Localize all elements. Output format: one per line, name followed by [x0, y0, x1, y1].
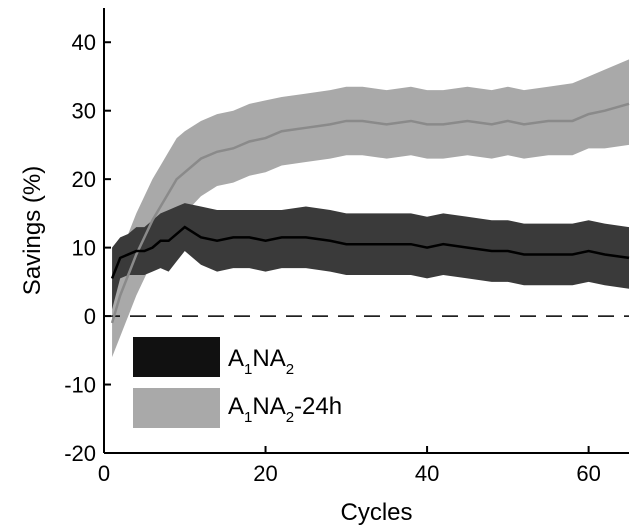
line-a1na2 — [110, 225, 630, 279]
y-tick-label: 20 — [72, 167, 96, 192]
y-axis-label: Savings (%) — [19, 166, 46, 295]
y-tick-label: 10 — [72, 236, 96, 261]
y-tick-label: -20 — [64, 441, 96, 466]
line-a1na2-24h — [110, 102, 630, 324]
tick-labels: -20 -10 0 10 20 30 40 0 20 40 60 — [64, 30, 601, 486]
legend: A1NA2 A1NA2-24h — [133, 337, 342, 428]
legend-label-a1na2-24h: A1NA2-24h — [228, 393, 342, 426]
band-a1na2 — [112, 203, 630, 310]
y-tick-label: 0 — [84, 304, 96, 329]
band-a1na2-24h — [112, 59, 630, 358]
y-tick-label: 30 — [72, 99, 96, 124]
x-tick-label: 20 — [253, 461, 277, 486]
confidence-bands — [112, 59, 630, 358]
x-axis-label: Cycles — [340, 499, 412, 526]
mean-lines — [110, 102, 630, 324]
x-tick-label: 60 — [576, 461, 600, 486]
legend-label-a1na2: A1NA2 — [228, 345, 294, 378]
legend-swatch-a1na2 — [133, 337, 220, 377]
x-tick-label: 0 — [98, 461, 110, 486]
legend-swatch-a1na2-24h — [133, 388, 220, 428]
y-tick-label: -10 — [64, 373, 96, 398]
x-tick-label: 40 — [415, 461, 439, 486]
y-tick-label: 40 — [72, 30, 96, 55]
axes — [103, 8, 629, 454]
